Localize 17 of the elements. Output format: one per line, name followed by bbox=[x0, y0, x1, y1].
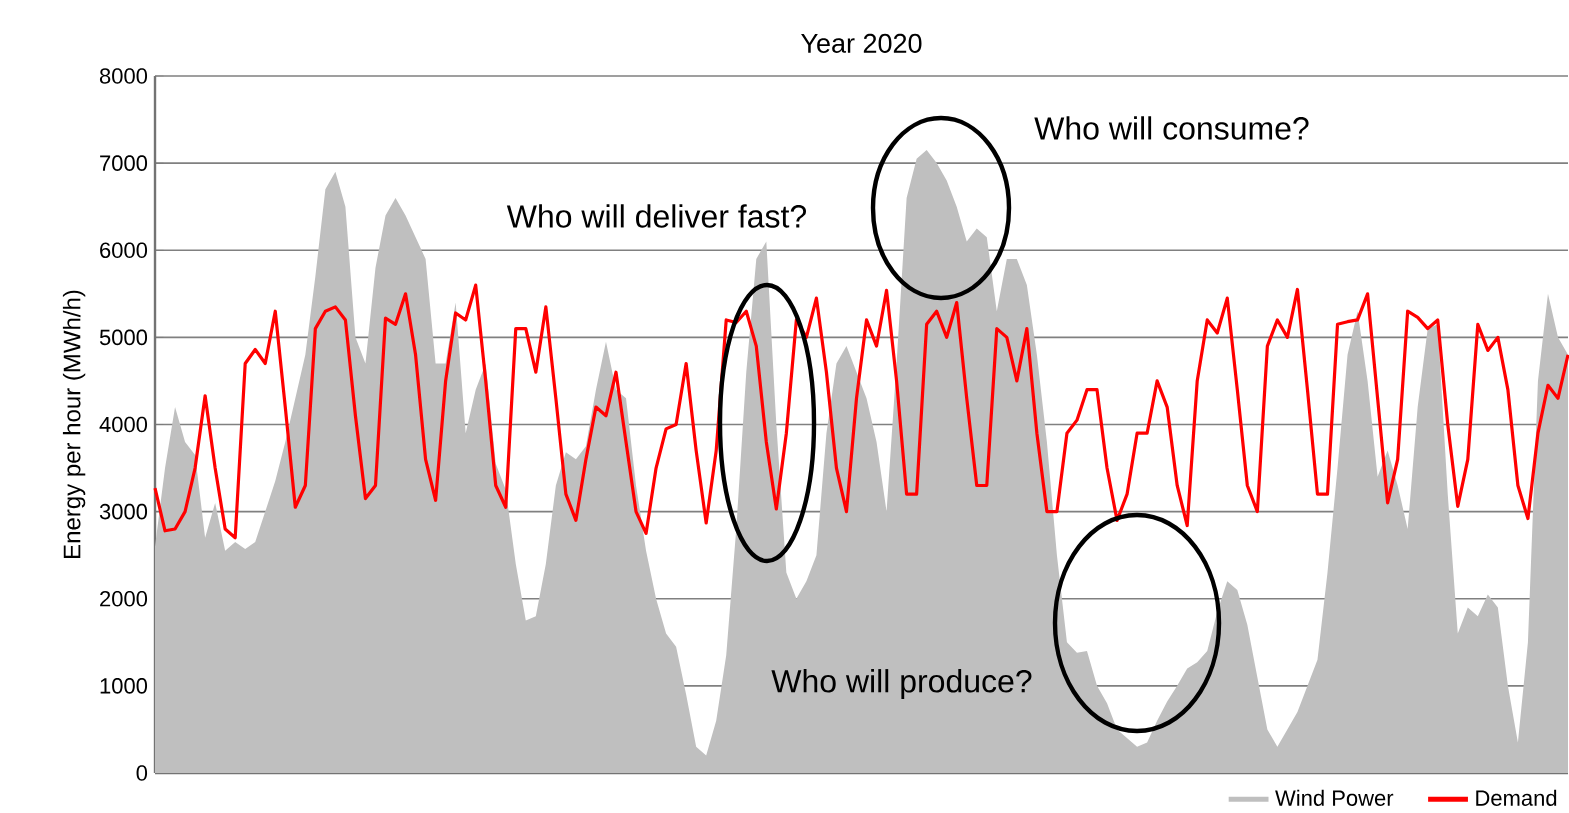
y-tick-label: 6000 bbox=[100, 242, 148, 259]
annotation: Who will produce? bbox=[771, 669, 1032, 699]
y-tick-label: 2000 bbox=[100, 590, 148, 607]
y-axis-title: Energy per hour (MWh/h) bbox=[62, 290, 86, 558]
annotation: Who will consume? bbox=[1034, 116, 1309, 140]
y-tick-label: 0 bbox=[136, 765, 148, 781]
y-tick-label: 5000 bbox=[99, 329, 148, 346]
y-tick-label: 1000 bbox=[100, 678, 148, 694]
y-tick-label: 8000 bbox=[99, 68, 148, 84]
chart-title: Year 2020 bbox=[801, 33, 922, 53]
annotation: Who will deliver fast? bbox=[506, 204, 807, 228]
y-tick-label: 7000 bbox=[100, 155, 148, 171]
legend-label: Wind Power bbox=[1275, 789, 1394, 806]
y-tick-label: 3000 bbox=[99, 503, 148, 520]
y-tick-label: 4000 bbox=[99, 416, 148, 433]
legend-label: Demand bbox=[1476, 789, 1557, 806]
line-series bbox=[153, 283, 1569, 540]
